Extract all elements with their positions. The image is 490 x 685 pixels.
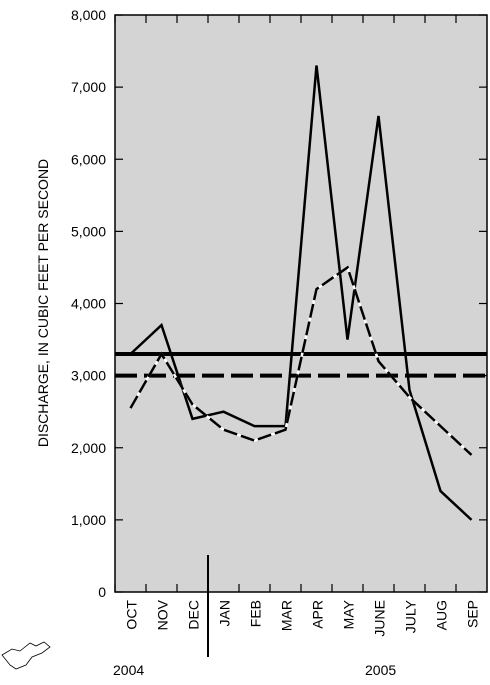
y-tick-label: 4,000 (71, 296, 106, 312)
x-tick-label: JUNE (372, 600, 388, 637)
y-tick-label: 7,000 (71, 79, 106, 95)
x-tick-label: SEP (465, 600, 481, 628)
y-tick-label: 0 (98, 584, 106, 600)
y-tick-label: 1,000 (71, 512, 106, 528)
x-tick-label: NOV (155, 599, 171, 630)
y-axis-label: DISCHARGE, IN CUBIC FEET PER SECOND (35, 159, 51, 447)
year-label: 2005 (365, 662, 396, 678)
plot-background (115, 15, 487, 592)
x-tick-label: MAR (279, 600, 295, 631)
series-line (129, 65, 473, 521)
x-tick-label: JULY (403, 599, 419, 633)
year-label: 2004 (113, 662, 144, 678)
x-tick-label: APR (310, 600, 326, 629)
y-tick-label: 2,000 (71, 440, 106, 456)
plot-frame (114, 14, 488, 593)
y-tick-label: 5,000 (71, 223, 106, 239)
x-tick-label: FEB (248, 600, 264, 627)
series-line (129, 265, 473, 456)
y-tick-label: 3,000 (71, 368, 106, 384)
x-tick-label: MAY (341, 599, 357, 629)
map-inset (1, 641, 51, 670)
x-tick-label: DEC (186, 600, 202, 630)
y-tick-label: 8,000 (71, 7, 106, 23)
x-tick-label: OCT (124, 600, 140, 630)
x-tick-label: JAN (217, 600, 233, 626)
y-tick-label: 6,000 (71, 151, 106, 167)
x-tick-label: AUG (434, 600, 450, 630)
